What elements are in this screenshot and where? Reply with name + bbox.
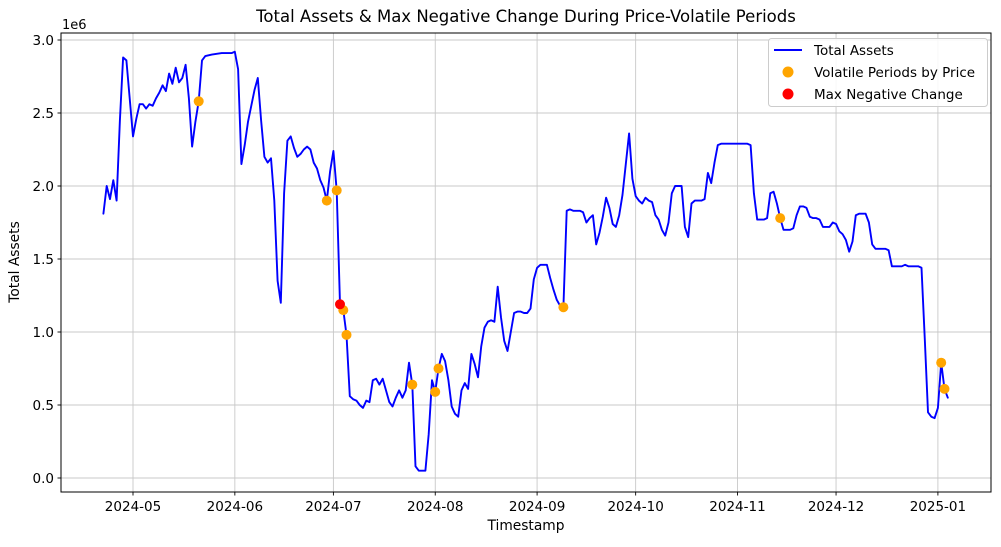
x-tick-label: 2024-05 <box>105 499 161 515</box>
volatile-period-point <box>775 213 786 224</box>
volatile-period-point <box>430 386 441 397</box>
y-tick-label: 1.5 <box>33 252 54 268</box>
data-layer <box>102 50 950 472</box>
y-axis-label: Total Assets <box>7 221 23 304</box>
x-axis-label: Timestamp <box>486 518 564 534</box>
x-tick-label: 2024-10 <box>607 499 663 515</box>
y-tick-label: 1.0 <box>33 325 54 341</box>
volatile-period-point <box>341 329 352 340</box>
total-assets-line <box>102 50 949 472</box>
legend-label-total-assets: Total Assets <box>813 43 894 59</box>
max-negative-change-point <box>335 299 345 310</box>
volatile-period-point <box>558 302 569 313</box>
legend-label-max-negative-change: Max Negative Change <box>814 87 963 103</box>
plot-frame <box>60 32 992 493</box>
legend-label-volatile-periods: Volatile Periods by Price <box>814 65 975 81</box>
x-tick-label: 2024-08 <box>407 499 463 515</box>
grid-layer <box>61 33 991 492</box>
x-tick-label: 2024-07 <box>305 499 361 515</box>
volatile-period-point <box>407 379 418 390</box>
chart-title: Total Assets & Max Negative Change Durin… <box>255 7 796 26</box>
volatile-period-point <box>936 357 947 368</box>
volatile-period-point <box>321 195 332 206</box>
volatile-period-point <box>939 383 950 394</box>
legend-dot-icon-volatile-periods <box>782 66 794 78</box>
y-tick-label: 2.5 <box>33 106 54 122</box>
legend-box <box>768 38 988 107</box>
legend: Total Assets Volatile Periods by Price M… <box>768 38 988 107</box>
volatile-period-point <box>433 363 444 374</box>
x-tick-label: 2024-12 <box>808 499 864 515</box>
legend-dot-icon-max-negative-change <box>782 88 794 100</box>
y-tick-label: 3.0 <box>33 33 54 49</box>
y-axis-offset-label: 1e6 <box>62 18 87 33</box>
x-tick-label: 2024-11 <box>709 499 765 515</box>
x-tick-label: 2024-09 <box>509 499 565 515</box>
x-tick-label: 2025-01 <box>910 499 966 515</box>
volatile-period-point <box>193 96 204 107</box>
y-tick-label: 0.5 <box>33 398 54 414</box>
y-tick-label: 2.0 <box>33 179 54 195</box>
y-tick-label: 0.0 <box>33 471 54 487</box>
volatile-period-point <box>331 185 342 196</box>
axis-layer: 2024-05 2024-06 2024-07 2024-08 2024-09 2024-… <box>33 32 992 515</box>
x-tick-label: 2024-06 <box>207 499 263 515</box>
